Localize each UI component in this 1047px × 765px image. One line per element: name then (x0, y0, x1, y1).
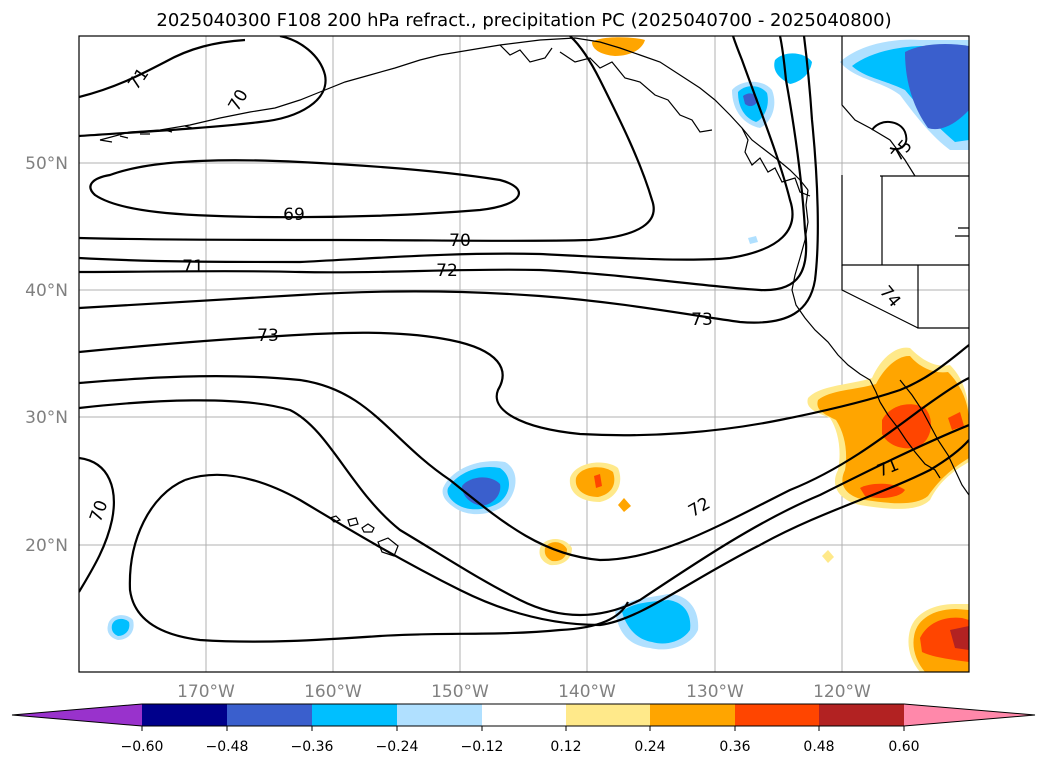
contour-line (79, 456, 115, 593)
lon-label: 130°W (686, 682, 744, 702)
lon-label: 140°W (558, 682, 616, 702)
colorbar-tick-labels: −0.60 −0.48 −0.36 −0.24 −0.12 0.12 0.24 … (121, 739, 920, 755)
colorbar-extend-min (12, 704, 142, 726)
colorbar (11, 703, 1036, 731)
lon-label: 160°W (304, 682, 362, 702)
coastlines (99, 36, 969, 557)
contour-line (79, 38, 246, 99)
colorbar-segment (566, 704, 650, 726)
colorbar-tick-label: 0.24 (634, 739, 665, 755)
map-frame (78, 35, 970, 673)
contour-label: 73 (257, 326, 279, 346)
colorbar-segment (142, 704, 227, 726)
lat-label: 20°N (25, 536, 68, 556)
contour-line (79, 36, 808, 292)
contour-line (79, 36, 794, 264)
map-title: 2025040300 F108 200 hPa refract., precip… (156, 10, 891, 31)
colorbar-tick-label: −0.60 (121, 739, 164, 755)
longitude-labels: 170°W 160°W 150°W 140°W 130°W 120°W (177, 682, 871, 702)
precip-negative-area (748, 236, 758, 244)
lat-label: 50°N (25, 154, 68, 174)
colorbar-tick-label: −0.24 (376, 739, 419, 755)
contour-label: 73 (691, 310, 713, 330)
precip-negative-area (905, 44, 969, 130)
colorbar-segment (819, 704, 904, 726)
contour-line (79, 36, 655, 242)
contour-line (79, 36, 819, 324)
contour-line (128, 478, 629, 643)
contour-label: 71 (182, 257, 204, 277)
contour-label: 69 (283, 205, 305, 225)
contour-line (79, 375, 969, 562)
contour-label: 70 (449, 231, 471, 251)
colorbar-segment (312, 704, 397, 726)
contour-line (871, 121, 908, 151)
colorbar-tick-label: 0.48 (803, 739, 834, 755)
precip-positive-area (592, 37, 645, 56)
refractivity-contours (79, 36, 969, 643)
map-area (79, 36, 969, 672)
lat-label: 30°N (25, 408, 68, 428)
precip-shading (107, 37, 969, 672)
precip-positive-area (618, 498, 631, 512)
colorbar-tick-label: −0.48 (206, 739, 249, 755)
colorbar-tick-label: −0.12 (461, 739, 504, 755)
lon-label: 120°W (813, 682, 871, 702)
lat-label: 40°N (25, 281, 68, 301)
colorbar-segment (650, 704, 735, 726)
contour-line (79, 331, 969, 437)
colorbar-segment (482, 704, 566, 726)
precip-positive-area (882, 404, 932, 449)
precip-positive-area (594, 474, 602, 488)
colorbar-tick-label: 0.36 (719, 739, 750, 755)
contour-label: 72 (436, 261, 458, 281)
map-content: 71 70 69 70 71 72 73 73 74 75 71 72 70 (79, 36, 969, 672)
contour-line (79, 36, 327, 138)
precip-positive-area (948, 412, 964, 430)
contour-line (79, 399, 969, 617)
colorbar-tick-label: 0.12 (550, 739, 581, 755)
precip-negative-area (462, 477, 501, 506)
colorbar-tick-label: −0.36 (291, 739, 334, 755)
colorbar-segment (397, 704, 482, 726)
graticule (79, 36, 969, 672)
lon-label: 170°W (177, 682, 235, 702)
precip-positive-area (822, 550, 834, 563)
colorbar-segment (735, 704, 819, 726)
colorbar-tick-label: 0.60 (888, 739, 919, 755)
lon-label: 150°W (431, 682, 489, 702)
contour-line (89, 159, 520, 219)
colorbar-extend-max (904, 704, 1035, 726)
colorbar-segment (227, 704, 312, 726)
latitude-labels: 50°N 40°N 30°N 20°N (25, 154, 68, 556)
precip-negative-area (111, 618, 130, 636)
precip-positive-area (950, 626, 969, 650)
